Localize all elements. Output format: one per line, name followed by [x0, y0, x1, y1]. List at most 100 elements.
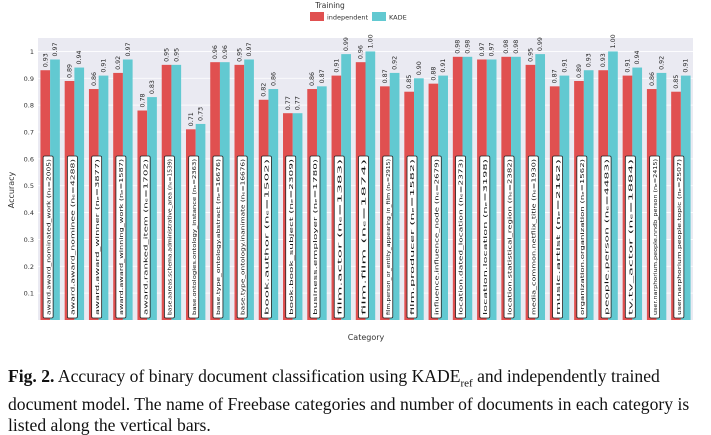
caption-subscript: ref — [460, 377, 473, 390]
category-label: organization.organization (nₑ=1562) — [580, 159, 586, 315]
category-label: base.ontologies.ontology_instance (nₑ=23… — [192, 159, 198, 315]
legend-title: Training — [314, 1, 345, 10]
category-label: award.award_nominee (nₑ=4288) — [71, 159, 77, 315]
category-label: location.location (nₑ=3198) — [483, 159, 489, 315]
bar-value-label: 0.77 — [285, 96, 292, 110]
bar-value-label: 0.97 — [246, 42, 253, 56]
bar-value-label: 0.71 — [188, 112, 195, 126]
category-label-box — [479, 155, 491, 319]
bar-kade — [195, 123, 206, 320]
bar-value-label: 0.86 — [649, 72, 656, 86]
bar-value-label: 0.83 — [149, 80, 156, 94]
bar-value-label: 0.88 — [430, 67, 437, 81]
bar-value-label: 0.91 — [440, 59, 447, 73]
bar-kade — [341, 54, 351, 320]
category-label-box — [576, 155, 588, 319]
legend-swatch-independent — [310, 12, 324, 21]
category-label: influence.influence_node (nₑ=2679) — [434, 159, 440, 315]
bar-value-label: 0.85 — [673, 75, 680, 89]
y-tick-label: 0.4 — [24, 209, 34, 217]
legend-label-independent: independent — [327, 14, 369, 22]
category-label: film.person_or_entity_appearing_in_film … — [386, 159, 392, 315]
category-label-box — [261, 155, 272, 319]
bar-value-label: 0.92 — [658, 56, 665, 70]
category-label-box — [309, 155, 321, 319]
category-label: base.type_ontology.abstract (nₑ=16676) — [216, 159, 222, 315]
category-label: award.award_nominated_work (nₑ=2005) — [46, 159, 52, 315]
bar-value-label: 0.85 — [406, 75, 413, 89]
bar-value-label: 0.87 — [552, 69, 559, 83]
bar-value-label: 0.93 — [600, 53, 607, 67]
bar-value-label: 1.00 — [367, 34, 374, 48]
category-label-box — [91, 155, 103, 319]
bar-value-label: 0.98 — [513, 40, 520, 54]
bar-value-label: 1.00 — [610, 34, 617, 48]
bar-kade — [50, 59, 60, 320]
bar-value-label: 0.91 — [625, 59, 632, 73]
bar-value-label: 0.97 — [52, 42, 59, 56]
category-label: book.author (nₑ=1502) — [265, 159, 271, 315]
category-label-box — [503, 155, 515, 319]
bar-value-label: 0.93 — [42, 53, 49, 67]
bar-value-label: 0.87 — [382, 69, 389, 83]
category-label-box — [527, 155, 539, 319]
category-labels: award.award_nominated_work (nₑ=2005) awar… — [42, 155, 685, 319]
bar-value-label: 0.78 — [139, 93, 146, 107]
bar-kade — [171, 64, 182, 320]
category-label: base.aareas.schema.administrative_area (… — [168, 159, 174, 315]
y-tick-label: 0.9 — [24, 75, 34, 83]
category-label-box — [42, 155, 54, 319]
bar-value-label: 0.90 — [416, 61, 423, 75]
category-label: award.award_winner (nₑ=3877) — [95, 159, 101, 315]
bar-value-label: 0.82 — [261, 83, 268, 97]
bar-kade — [486, 59, 497, 320]
y-tick-label: 0.2 — [24, 263, 34, 271]
category-label-box — [406, 155, 418, 319]
bar-value-label: 0.96 — [358, 45, 365, 59]
category-label-box — [66, 155, 78, 319]
bar-kade — [98, 75, 109, 320]
bar-kade — [74, 67, 85, 321]
caption-text-end: and independently trained document model… — [8, 366, 690, 435]
bar-kade — [511, 56, 521, 321]
bar-value-label: 0.95 — [527, 48, 534, 62]
y-tick-labels: 0.1 0.2 0.3 0.4 0.5 0.6 0.7 0.8 0.9 1 — [24, 48, 34, 298]
category-label-box — [552, 155, 563, 319]
bar-value-label: 0.99 — [343, 37, 350, 51]
bar-kade — [219, 62, 230, 321]
bar-value-label: 0.92 — [392, 56, 399, 70]
category-label-box — [236, 155, 248, 319]
category-label: book.book_subject (nₑ=2309) — [289, 159, 295, 315]
bar-kade — [656, 72, 667, 321]
category-label: tv.tv_actor (nₑ=1884) — [629, 159, 635, 315]
bar-kade — [365, 51, 376, 321]
category-label: film.producer (nₑ=1582) — [410, 159, 416, 315]
bar-kade — [292, 113, 303, 320]
bar-value-label: 0.91 — [683, 59, 690, 73]
bar-value-label: 0.97 — [479, 42, 486, 56]
bar-value-label: 0.98 — [503, 40, 510, 54]
bar-value-label: 0.95 — [236, 48, 243, 62]
caption-fig-label: Fig. 2. — [8, 366, 55, 386]
category-label: location.dated_location (nₑ=2373) — [459, 159, 465, 315]
bar-value-label: 0.95 — [164, 48, 171, 62]
bar-value-label: 0.86 — [270, 72, 277, 86]
bar-value-label: 0.73 — [198, 107, 205, 121]
y-tick-label: 0.7 — [24, 129, 34, 137]
category-label: film.actor (nₑ=1383) — [337, 159, 343, 315]
bar-kade — [414, 78, 424, 321]
bar-value-label: 0.94 — [76, 51, 83, 65]
category-label-box — [212, 155, 224, 319]
category-label: business.employer (nₑ=1780) — [313, 159, 319, 315]
caption-text-start: Accuracy of binary document classificati… — [57, 366, 461, 386]
bar-kade — [559, 75, 570, 320]
bar-kade — [680, 75, 691, 320]
bar-value-label: 0.93 — [586, 53, 593, 67]
y-tick-label: 0.8 — [24, 102, 34, 110]
bar-kade — [632, 67, 643, 321]
bar-kade — [583, 70, 594, 320]
category-label: user.narphorium.people.topic (nₑ=2507) — [677, 159, 683, 315]
category-label-box — [285, 155, 297, 319]
category-label-box — [188, 155, 200, 319]
category-label-box — [139, 155, 151, 319]
